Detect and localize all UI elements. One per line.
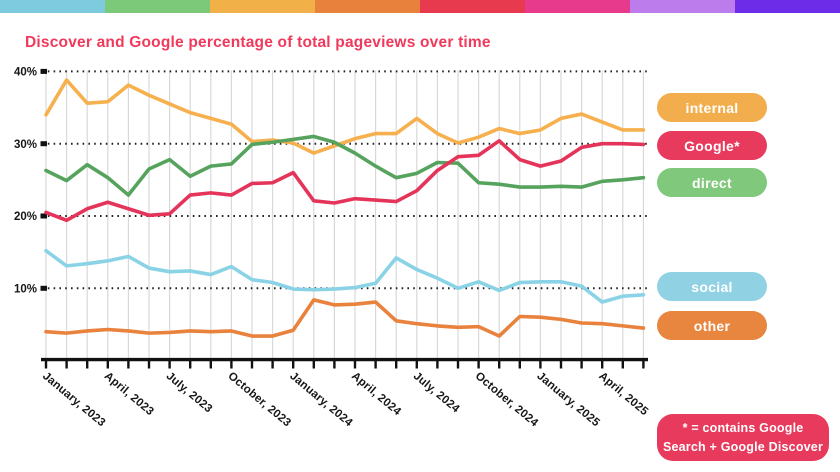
- stripe-segment: [630, 0, 735, 13]
- x-tick-label: January, 2025: [534, 370, 602, 429]
- y-tick-label: 30%: [14, 139, 37, 151]
- legend-pill-other: other: [657, 311, 767, 340]
- stripe-segment: [420, 0, 525, 13]
- x-tick-label: April, 2025: [596, 370, 650, 418]
- x-tick-label: July, 2023: [164, 370, 215, 415]
- y-axis-tick: [40, 68, 47, 74]
- legend-label-direct: direct: [692, 174, 732, 191]
- top-color-stripe: [0, 0, 840, 13]
- x-tick-label: October, 2023: [225, 370, 292, 429]
- x-tick-label: July, 2024: [411, 370, 462, 416]
- y-axis-tick: [40, 285, 47, 291]
- legend-pill-internal: internal: [657, 93, 767, 122]
- legend-label-social: social: [691, 278, 733, 295]
- y-tick-label: 10%: [14, 284, 37, 296]
- footnote-line-1: * = contains Google: [682, 420, 804, 435]
- stripe-segment: [315, 0, 420, 13]
- series-line-direct: [44, 134, 646, 197]
- legend-pill-social: social: [657, 272, 767, 301]
- legend-pill-google: Google*: [657, 131, 767, 160]
- chart-title: Discover and Google percentage of total …: [25, 34, 491, 51]
- y-axis-tick: [40, 141, 47, 147]
- series-line-Google*: [44, 139, 646, 223]
- x-tick-label: October, 2024: [473, 370, 541, 430]
- series-line-social: [44, 248, 646, 304]
- series-lines: [44, 78, 646, 338]
- x-tick-label: April, 2023: [102, 370, 156, 418]
- stripe-segment: [105, 0, 210, 13]
- stripe-segment: [210, 0, 315, 13]
- x-tick-label: January, 2024: [287, 370, 355, 429]
- vertical-gridlines: [45, 70, 645, 358]
- x-tick-label: January, 2023: [40, 370, 107, 429]
- footnote-pill: * = contains Google Search + Google Disc…: [657, 414, 829, 461]
- y-tick-label: 20%: [14, 211, 37, 223]
- legend-label-google: Google*: [684, 137, 740, 154]
- stripe-segment: [0, 0, 105, 13]
- y-axis-tick: [40, 213, 47, 219]
- stripe-segment: [735, 0, 840, 13]
- x-tick-label: April, 2024: [349, 370, 403, 418]
- x-axis: [41, 357, 648, 369]
- footnote-line-2: Search + Google Discover: [662, 439, 824, 454]
- legend-pill-direct: direct: [657, 168, 767, 197]
- stripe-segment: [525, 0, 630, 13]
- y-tick-label: 40%: [14, 67, 37, 79]
- series-line-internal: [44, 78, 646, 155]
- legend-label-other: other: [693, 317, 731, 334]
- legend-label-internal: internal: [685, 99, 739, 116]
- series-line-other: [44, 298, 646, 338]
